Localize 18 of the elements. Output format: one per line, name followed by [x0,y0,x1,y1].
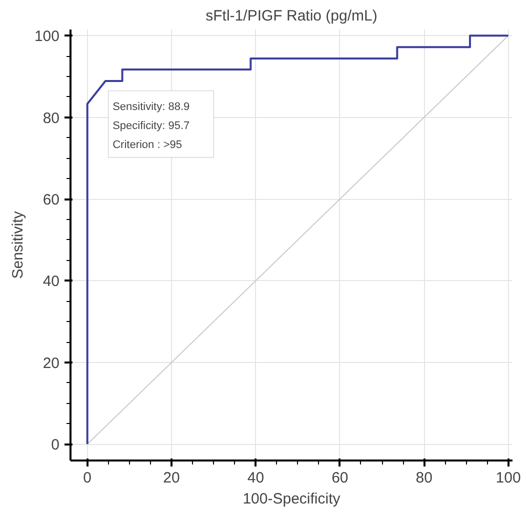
x-tick-label: 80 [416,470,432,486]
y-tick-label: 20 [42,354,60,372]
annotation: Specificity: 95.7 [112,120,190,132]
y-tick-label: 40 [42,273,60,290]
x-axis-title: 100-Specificity [242,490,341,508]
y-tick-label: 60 [42,192,60,209]
x-tick-label: 60 [332,470,348,486]
x-tick-label: 40 [247,470,264,486]
y-tick-label: 100 [34,28,60,46]
x-tick-label: 100 [496,470,521,486]
y-tick-label: 80 [42,110,60,127]
annotation: Criterion : >95 [112,138,182,151]
x-tick-label: 0 [83,470,92,486]
y-axis-title: Sensitivity [9,210,26,279]
x-tick-label: 20 [163,470,180,486]
y-tick-label: 0 [51,436,60,454]
annotation: Sensitivity: 88.9 [112,101,190,114]
chart-title: sFtl-1/PIGF Ratio (pg/mL) [206,8,378,24]
